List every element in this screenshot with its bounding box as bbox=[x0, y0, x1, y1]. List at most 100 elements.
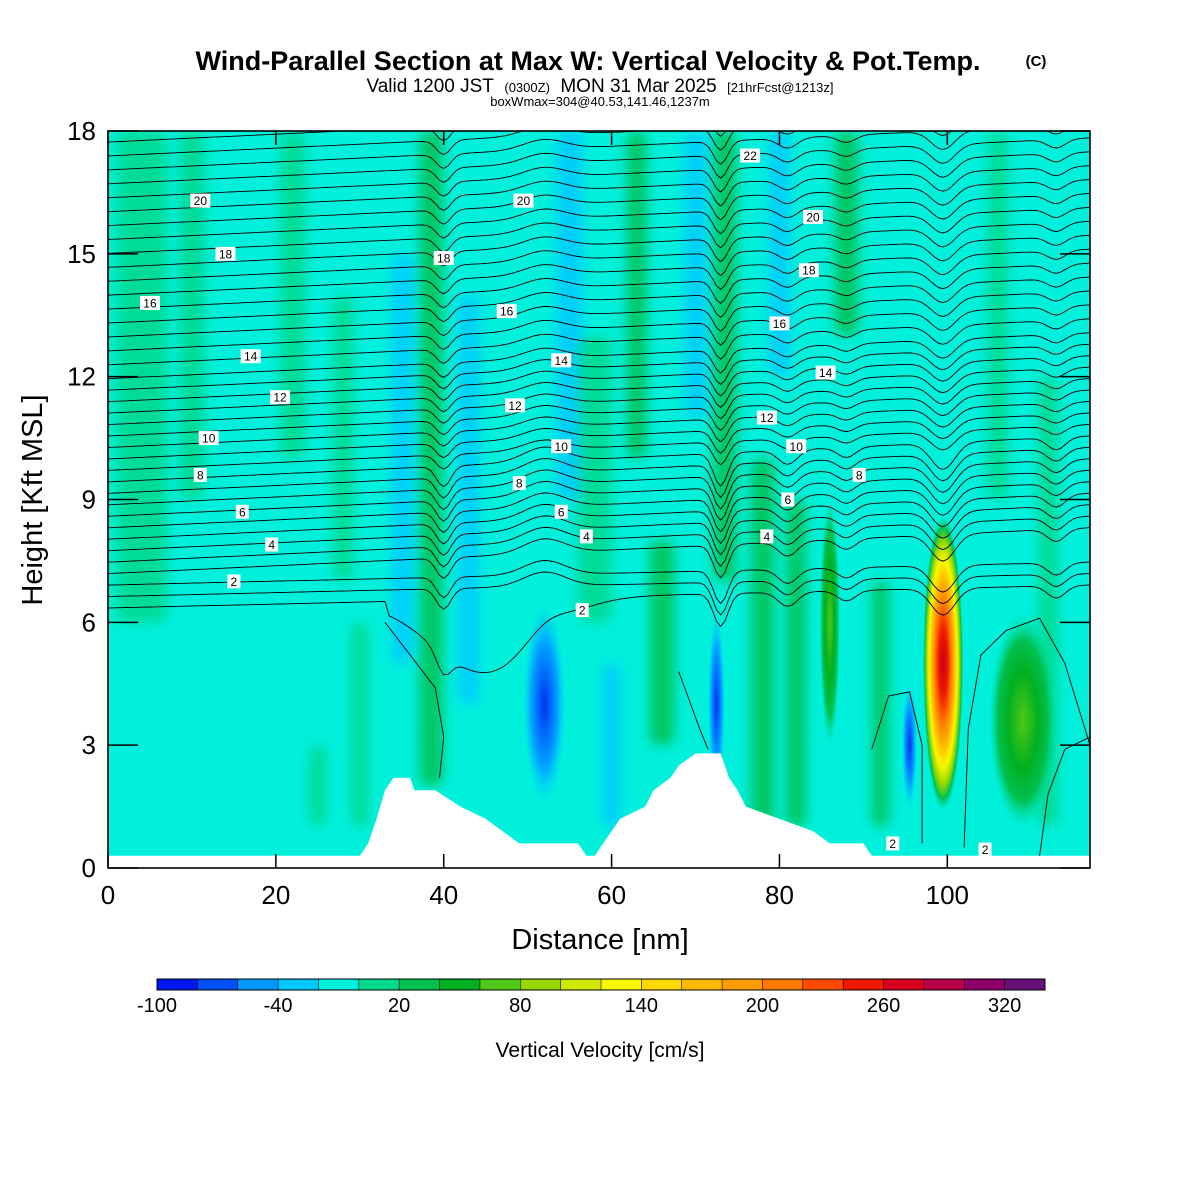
colorbar bbox=[156, 978, 1046, 991]
colorbar-swatch bbox=[358, 979, 400, 990]
theta-contour bbox=[108, 378, 1090, 426]
theta-contour bbox=[108, 318, 1090, 366]
colorbar-tick-label: -100 bbox=[137, 995, 177, 1017]
x-axis-label: Distance [nm] bbox=[511, 924, 688, 956]
theta-label-text: 18 bbox=[219, 247, 233, 261]
theta-contour bbox=[108, 332, 1090, 380]
theta-contour bbox=[108, 481, 1090, 534]
theta-contour-low bbox=[1039, 736, 1090, 856]
theta-label-text: 14 bbox=[244, 350, 258, 364]
theta-label: 6 bbox=[554, 504, 568, 519]
field-band bbox=[834, 131, 859, 336]
colorbar-title: Vertical Velocity [cm/s] bbox=[496, 1039, 705, 1062]
x-tick-label: 100 bbox=[926, 880, 969, 910]
x-tick-label: 60 bbox=[597, 880, 626, 910]
field-band bbox=[713, 131, 737, 582]
theta-label: 8 bbox=[193, 467, 207, 482]
colorbar-swatch bbox=[883, 979, 925, 990]
theta-label-text: 16 bbox=[773, 317, 787, 331]
theta-label-text: 10 bbox=[790, 440, 804, 454]
theta-contour bbox=[108, 584, 1090, 676]
theta-label-text: 2 bbox=[231, 575, 238, 589]
theta-label: 16 bbox=[139, 295, 160, 310]
field-band bbox=[309, 745, 327, 828]
theta-label-text: 12 bbox=[273, 391, 287, 405]
colorbar-swatch bbox=[439, 979, 481, 990]
theta-contour bbox=[108, 560, 1090, 605]
theta-contour bbox=[108, 179, 1090, 227]
theta-contour-low bbox=[678, 671, 709, 750]
subtitle-utc: (0300Z) bbox=[504, 80, 550, 95]
colorbar-tick-label: 200 bbox=[746, 995, 779, 1017]
field-band bbox=[578, 335, 612, 623]
theta-contour bbox=[108, 446, 1090, 499]
chart-title-mark: (C) bbox=[1026, 53, 1047, 70]
theta-label: 12 bbox=[505, 398, 526, 413]
colorbar-swatch bbox=[802, 979, 844, 990]
theta-contour bbox=[108, 151, 1090, 199]
field-band bbox=[603, 663, 620, 828]
colorbar-swatch bbox=[318, 979, 360, 990]
theta-contours bbox=[108, 131, 1090, 856]
theta-label-text: 8 bbox=[197, 468, 204, 482]
theta-label: 8 bbox=[852, 467, 866, 482]
theta-contour-low bbox=[384, 622, 445, 778]
theta-label: 4 bbox=[265, 537, 279, 552]
theta-label-text: 22 bbox=[743, 149, 757, 163]
colorbar-swatch bbox=[601, 979, 642, 990]
theta-contour bbox=[108, 131, 1066, 171]
subtitle-fcst: [21hrFcst@1213z] bbox=[727, 80, 833, 95]
chart-info: boxWmax=304@40.53,141.46,1237m bbox=[490, 94, 710, 109]
theta-label-text: 14 bbox=[555, 354, 569, 368]
x-tick-label: 20 bbox=[261, 880, 290, 910]
downdraft-lee-ridge bbox=[708, 614, 725, 795]
field-band bbox=[750, 458, 775, 828]
theta-label: 4 bbox=[760, 529, 774, 544]
field-band bbox=[557, 131, 583, 500]
colorbar-swatch bbox=[681, 979, 723, 990]
theta-label: 18 bbox=[215, 246, 236, 261]
updraft-band-86 bbox=[819, 499, 840, 746]
theta-contour bbox=[108, 343, 1090, 391]
theta-label-text: 20 bbox=[806, 210, 820, 224]
theta-contour bbox=[108, 262, 1090, 310]
theta-contour bbox=[108, 366, 1090, 414]
colorbar-swatch bbox=[722, 979, 763, 990]
colorbar-swatch bbox=[843, 979, 885, 990]
theta-label-text: 4 bbox=[583, 530, 590, 544]
terrain bbox=[108, 753, 1090, 868]
field-band bbox=[871, 581, 889, 828]
theta-label: 2 bbox=[575, 603, 589, 618]
colorbar-swatch bbox=[641, 979, 683, 990]
y-axis-label: Height [Kft MSL] bbox=[17, 394, 49, 605]
colorbar-tick-label: 260 bbox=[867, 995, 900, 1017]
colorbar-tick-labels: -100 -40 20 80 140 200 260 320 bbox=[137, 995, 1021, 1017]
x-tick-label: 40 bbox=[429, 880, 458, 910]
theta-label: 12 bbox=[270, 390, 291, 405]
theta-label: 10 bbox=[786, 439, 807, 454]
field-band bbox=[649, 540, 675, 746]
theta-label: 16 bbox=[769, 316, 790, 331]
theta-label: 10 bbox=[551, 439, 572, 454]
theta-label: 4 bbox=[579, 529, 593, 544]
y-tick-label: 12 bbox=[67, 362, 96, 392]
colorbar-tick-label: -40 bbox=[264, 995, 293, 1017]
colorbar-swatch bbox=[278, 979, 319, 990]
theta-contour bbox=[108, 469, 1090, 522]
theta-label-text: 6 bbox=[785, 493, 792, 507]
updraft-east bbox=[989, 614, 1057, 828]
downdraft-west-ridge bbox=[523, 605, 566, 803]
theta-label: 2 bbox=[886, 836, 900, 851]
theta-contour bbox=[108, 571, 1090, 616]
theta-label-text: 8 bbox=[856, 468, 863, 482]
field-band bbox=[351, 622, 369, 828]
theta-label: 2 bbox=[227, 574, 241, 589]
theta-label-text: 18 bbox=[437, 251, 451, 265]
theta-contour bbox=[108, 193, 1090, 240]
field-band bbox=[391, 253, 412, 664]
colorbar-swatch bbox=[964, 979, 1006, 990]
field-band bbox=[786, 499, 807, 828]
theta-label-text: 6 bbox=[558, 505, 565, 519]
theta-label: 6 bbox=[781, 492, 795, 507]
